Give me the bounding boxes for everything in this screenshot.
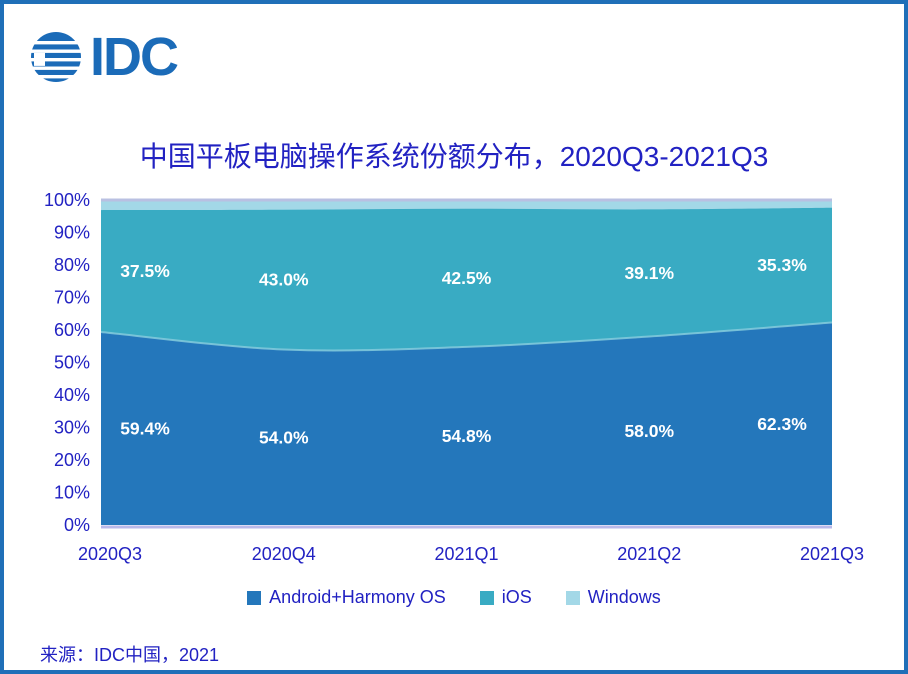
- legend-swatch-icon: [565, 590, 580, 605]
- data-label: 59.4%: [120, 418, 170, 438]
- data-label: 43.0%: [259, 270, 309, 290]
- os-share-stacked-area-chart: 0%10%20%30%40%50%60%70%80%90%100%2020Q3 2…: [44, 190, 864, 564]
- legend-item-android-harmony-os: Android+Harmony OS: [247, 587, 446, 608]
- x-tick-label: 2020Q4: [252, 544, 316, 564]
- y-tick-label: 10%: [54, 483, 90, 503]
- area-android-harmony-os: [101, 322, 832, 525]
- data-label: 37.5%: [120, 261, 170, 281]
- legend-label: Android+Harmony OS: [269, 587, 446, 607]
- chart-legend: Android+Harmony OS iOS Windows: [4, 587, 904, 608]
- y-tick-label: 70%: [54, 288, 90, 308]
- y-tick-label: 60%: [54, 320, 90, 340]
- y-tick-label: 20%: [54, 450, 90, 470]
- y-tick-label: 50%: [54, 353, 90, 373]
- x-tick-label: 2021Q3: [800, 544, 864, 564]
- data-labels: 59.4% 54.0% 54.8% 58.0% 62.3% 37.5% 43.0% 42.5%…: [120, 255, 807, 447]
- x-axis-tick-labels: 2020Q3 2020Q4 2021Q1 2021Q2 2021Q3: [78, 544, 864, 564]
- y-axis-tick-labels: 0% 10% 20% 30% 40% 50% 60% 70% 80% 90% 100%: [44, 190, 90, 535]
- data-label: 62.3%: [757, 414, 807, 434]
- android-top-edge-line: [100, 321, 833, 352]
- data-label: 58.0%: [624, 421, 674, 441]
- y-tick-label: 40%: [54, 385, 90, 405]
- idc-logo: IDC: [31, 27, 179, 87]
- plot-areas: [100, 200, 833, 526]
- legend-item-ios: iOS: [479, 587, 532, 608]
- y-tick-label: 90%: [54, 223, 90, 243]
- legend-swatch-icon: [479, 590, 494, 605]
- legend-label: Windows: [587, 587, 661, 607]
- source-note: 来源：IDC中国，2021: [40, 645, 220, 665]
- y-tick-label: 0%: [64, 515, 90, 535]
- legend-swatch-icon: [247, 590, 262, 605]
- data-label: 54.0%: [259, 427, 309, 447]
- x-tick-label: 2020Q3: [78, 544, 142, 564]
- x-tick-label: 2021Q2: [617, 544, 681, 564]
- chart-title: 中国平板电脑操作系统份额分布，2020Q3-2021Q3: [139, 141, 769, 172]
- data-label: 35.3%: [757, 255, 807, 275]
- data-label: 42.5%: [442, 268, 492, 288]
- y-tick-label: 30%: [54, 418, 90, 438]
- legend-label: iOS: [501, 587, 532, 607]
- data-label: 39.1%: [624, 263, 674, 283]
- x-tick-label: 2021Q1: [434, 544, 498, 564]
- idc-globe-icon: [31, 32, 81, 82]
- legend-item-windows: Windows: [565, 587, 661, 608]
- data-label: 54.8%: [442, 426, 492, 446]
- y-tick-label: 100%: [44, 190, 90, 210]
- y-tick-label: 80%: [54, 255, 90, 275]
- idc-logo-text: IDC: [90, 27, 179, 87]
